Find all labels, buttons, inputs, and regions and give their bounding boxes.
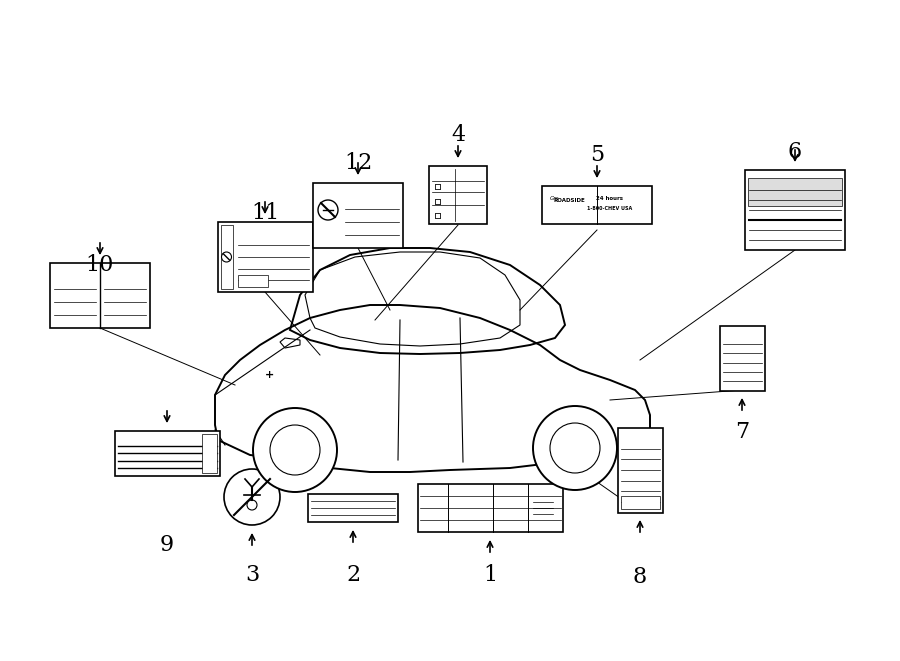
Bar — [50, 262, 150, 327]
Text: 1: 1 — [483, 564, 497, 586]
Circle shape — [224, 469, 280, 525]
Bar — [617, 428, 662, 512]
Text: ROADSIDE: ROADSIDE — [554, 198, 585, 202]
Circle shape — [270, 425, 320, 475]
Circle shape — [247, 500, 257, 510]
Bar — [238, 275, 267, 287]
Bar — [114, 430, 220, 475]
Text: 1-800-CHEV USA: 1-800-CHEV USA — [588, 206, 633, 212]
Text: 5: 5 — [590, 144, 604, 166]
Circle shape — [550, 423, 600, 473]
Text: 3: 3 — [245, 564, 259, 586]
Text: 2: 2 — [346, 564, 360, 586]
Circle shape — [221, 252, 231, 262]
Circle shape — [318, 200, 338, 220]
Text: 7: 7 — [735, 421, 749, 443]
Bar — [435, 184, 440, 189]
Circle shape — [533, 406, 617, 490]
Bar — [620, 496, 660, 508]
Bar — [218, 222, 312, 292]
Text: 4: 4 — [451, 124, 465, 146]
Bar — [542, 186, 652, 224]
Bar — [435, 184, 440, 189]
Text: Gm: Gm — [550, 196, 560, 202]
Text: 6: 6 — [788, 141, 802, 163]
Bar — [435, 214, 440, 218]
Bar — [429, 166, 487, 224]
Bar — [745, 170, 845, 250]
Bar — [748, 178, 842, 206]
Text: 11: 11 — [251, 202, 279, 224]
Text: 10: 10 — [86, 254, 114, 276]
Text: 9: 9 — [160, 534, 174, 556]
Text: 12: 12 — [344, 152, 372, 174]
Text: +: + — [266, 370, 274, 380]
Bar — [308, 494, 398, 522]
Text: 8: 8 — [633, 566, 647, 588]
Bar — [435, 199, 440, 204]
Text: 24 hours: 24 hours — [597, 196, 624, 202]
Bar — [435, 199, 440, 204]
Bar — [435, 199, 440, 204]
Bar — [435, 184, 440, 189]
Circle shape — [253, 408, 337, 492]
Bar — [719, 325, 764, 391]
Bar — [313, 182, 403, 247]
Bar — [435, 214, 440, 218]
Bar — [202, 434, 217, 473]
Bar — [435, 214, 440, 218]
Bar — [220, 225, 232, 289]
Bar — [418, 484, 562, 532]
